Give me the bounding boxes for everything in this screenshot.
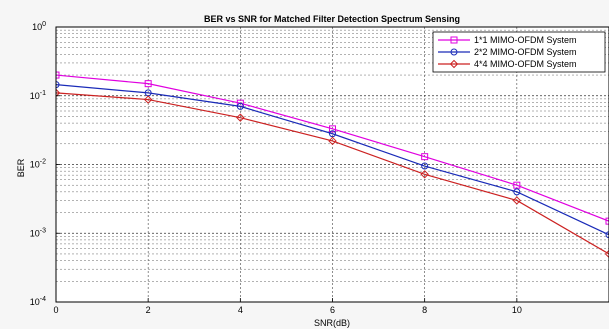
data-point <box>56 81 60 89</box>
legend-swatch-marker <box>449 59 459 69</box>
data-point <box>421 162 429 170</box>
x-tick-label: 10 <box>512 305 522 315</box>
series-line <box>56 92 609 255</box>
legend-swatch-marker <box>450 48 458 56</box>
tick-layer: 0 2 4 6 8 10 100 10-1 10-2 10-3 10-4 <box>30 21 522 315</box>
data-point <box>605 217 609 225</box>
y-tick-label: 10-2 <box>30 159 46 170</box>
legend-item-3: 4*4 MIMO-OFDM System <box>438 59 577 69</box>
x-axis-label: SNR(dB) <box>314 318 350 328</box>
series-line <box>56 74 609 222</box>
x-tick-label: 4 <box>238 305 243 315</box>
data-point <box>236 113 245 122</box>
legend-label: 2*2 MIMO-OFDM System <box>474 47 577 57</box>
data-point <box>56 71 60 79</box>
data-point <box>513 181 521 189</box>
y-axis-label: BER <box>16 158 26 177</box>
legend-label: 1*1 MIMO-OFDM System <box>474 35 577 45</box>
legend: 1*1 MIMO-OFDM System 2*2 MIMO-OFDM System… <box>432 31 606 73</box>
x-tick-label: 2 <box>146 305 151 315</box>
series-layer <box>56 71 609 259</box>
x-tick-label: 6 <box>330 305 335 315</box>
data-point <box>604 249 609 259</box>
data-point <box>236 102 244 110</box>
data-point <box>605 231 609 239</box>
legend-swatch-marker <box>450 36 458 44</box>
legend-item-2: 2*2 MIMO-OFDM System <box>438 47 577 57</box>
data-point <box>143 95 153 104</box>
chart-title: BER vs SNR for Matched Filter Detection … <box>204 14 460 24</box>
data-point <box>56 88 61 98</box>
y-tick-label: 10-3 <box>30 227 46 238</box>
data-point <box>329 125 336 133</box>
legend-label: 4*4 MIMO-OFDM System <box>474 59 577 69</box>
y-tick-label: 100 <box>32 21 46 32</box>
x-tick-label: 0 <box>53 305 58 315</box>
legend-item-1: 1*1 MIMO-OFDM System <box>438 35 577 45</box>
data-point <box>328 136 337 146</box>
y-tick-label: 10-4 <box>30 296 46 307</box>
data-point <box>421 153 429 161</box>
series-3 <box>56 88 609 259</box>
series-line <box>56 84 609 236</box>
y-tick-label: 10-1 <box>30 90 46 101</box>
series-2 <box>56 81 609 239</box>
data-point <box>513 188 521 196</box>
data-point <box>420 170 429 179</box>
data-point <box>144 80 152 88</box>
x-tick-label: 8 <box>422 305 427 315</box>
data-point <box>512 196 522 205</box>
